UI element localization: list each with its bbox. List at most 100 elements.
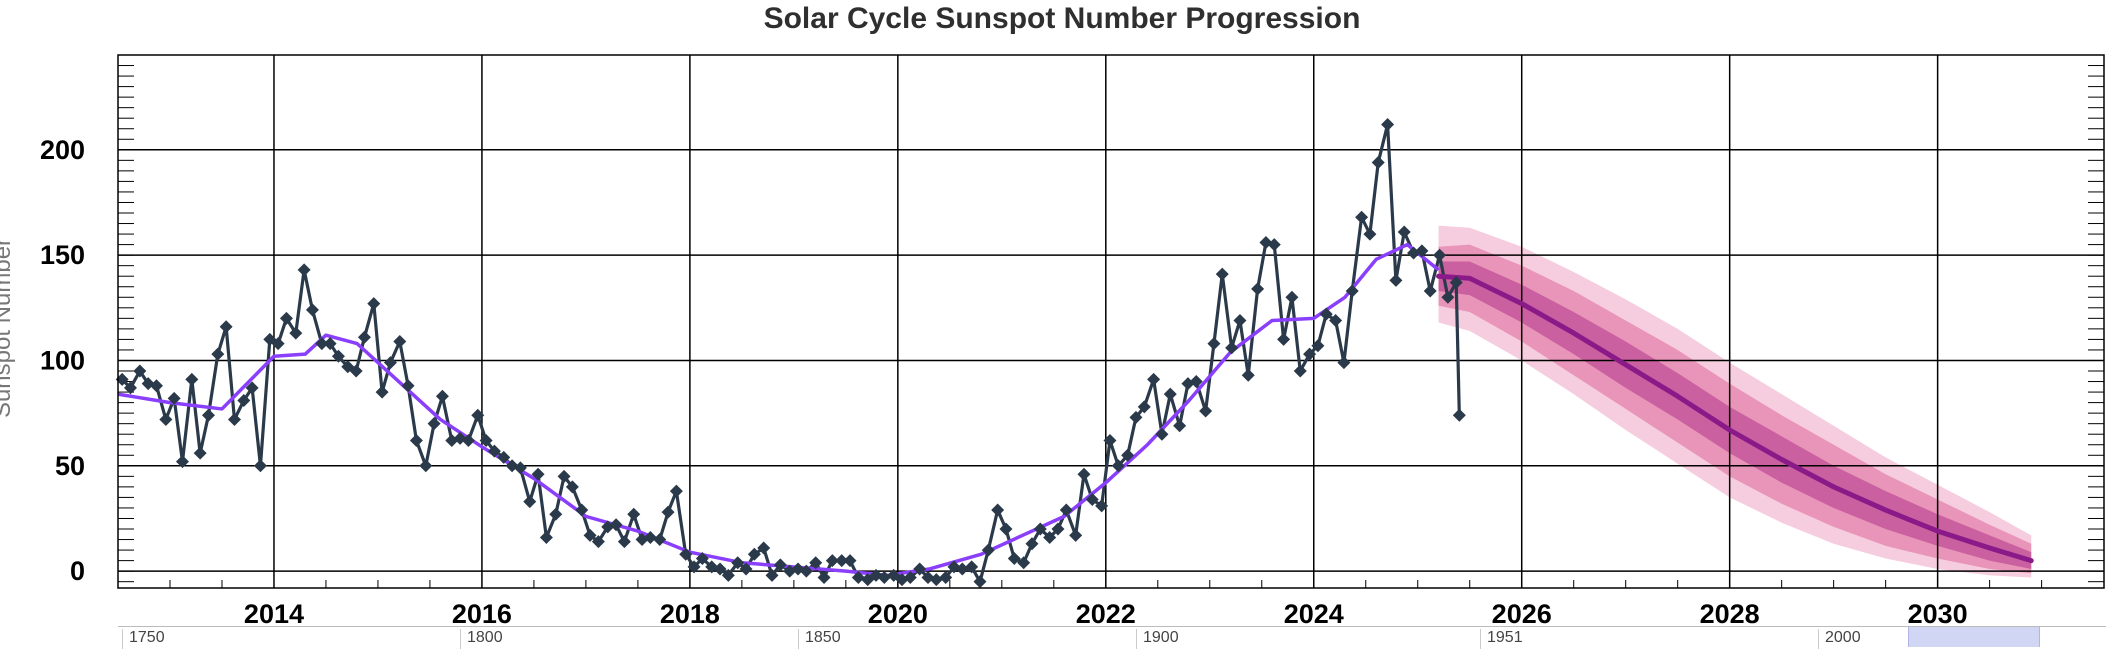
data-point-marker <box>245 381 259 395</box>
data-point-marker <box>211 347 225 361</box>
data-point-marker <box>175 455 189 469</box>
data-point-marker <box>1137 400 1151 414</box>
data-point-marker <box>747 547 761 561</box>
data-point-marker <box>773 558 787 572</box>
data-point-marker <box>1285 290 1299 304</box>
x-tick-label: 2024 <box>1284 599 1344 626</box>
data-point-marker <box>461 434 475 448</box>
data-point-marker <box>1147 372 1161 386</box>
data-point-marker <box>1267 238 1281 252</box>
data-point-marker <box>1337 356 1351 370</box>
data-point-marker <box>497 450 511 464</box>
data-point-marker <box>219 320 233 334</box>
data-point-marker <box>1277 332 1291 346</box>
data-point-marker <box>1355 210 1369 224</box>
data-point-marker <box>185 372 199 386</box>
data-point-marker <box>1225 341 1239 355</box>
data-point-marker <box>237 394 251 408</box>
tick-labels: 2014 2016 2018 2020 2022 2024 2026 2028 2030 0 50 1… <box>40 135 1968 626</box>
data-point-marker <box>609 518 623 532</box>
data-point-marker <box>1363 227 1377 241</box>
data-point-marker <box>1303 347 1317 361</box>
chart-canvas[interactable]: 2014 2016 2018 2020 2022 2024 2026 2028 2030 0 50 1… <box>0 0 2124 626</box>
data-point-marker <box>1215 267 1229 281</box>
data-point-marker <box>1007 552 1021 566</box>
data-point-marker <box>193 446 207 460</box>
data-point-marker <box>591 535 605 549</box>
chart-title: Solar Cycle Sunspot Number Progression <box>763 2 1361 35</box>
data-point-marker <box>1017 556 1031 570</box>
data-points <box>115 118 1466 589</box>
data-point-marker <box>167 391 181 405</box>
data-point-marker <box>1415 244 1429 258</box>
data-point-marker <box>981 543 995 557</box>
y-tick-label: 50 <box>55 451 85 481</box>
data-point-marker <box>913 562 927 576</box>
data-point-marker <box>531 467 545 481</box>
data-point-marker <box>973 575 987 589</box>
data-point-marker <box>1111 459 1125 473</box>
data-point-marker <box>133 364 147 378</box>
data-point-marker <box>383 356 397 370</box>
data-point-marker <box>617 535 631 549</box>
x-tick-label: 2022 <box>1076 599 1136 626</box>
data-point-marker <box>799 564 813 578</box>
data-point-marker <box>565 480 579 494</box>
data-point-marker <box>1452 408 1466 422</box>
data-point-marker <box>471 408 485 422</box>
data-point-marker <box>1095 499 1109 513</box>
navigator-label: 1900 <box>1136 629 1179 649</box>
data-point-marker <box>1069 528 1083 542</box>
data-point-marker <box>661 505 675 519</box>
data-point-marker <box>201 408 215 422</box>
data-point-marker <box>809 556 823 570</box>
data-point-marker <box>687 560 701 574</box>
data-point-marker <box>999 522 1013 536</box>
data-point-marker <box>1103 434 1117 448</box>
data-point-marker <box>739 562 753 576</box>
data-point-marker <box>513 461 527 475</box>
data-point-marker <box>409 434 423 448</box>
data-point-marker <box>721 568 735 582</box>
navigator-selection-window[interactable] <box>1908 627 2040 647</box>
data-point-marker <box>679 547 693 561</box>
data-point-marker <box>1293 364 1307 378</box>
y-tick-label: 0 <box>70 556 85 586</box>
data-point-marker <box>315 337 329 351</box>
data-point-marker <box>393 335 407 349</box>
data-point-marker <box>549 507 563 521</box>
data-point-marker <box>1155 427 1169 441</box>
grid-lines <box>118 55 2104 588</box>
x-tick-label: 2018 <box>660 599 720 626</box>
data-point-marker <box>227 412 241 426</box>
data-point-marker <box>757 541 771 555</box>
navigator-label: 1750 <box>122 629 165 649</box>
range-navigator[interactable]: 1750 1800 1850 1900 1951 2000 <box>118 626 2106 649</box>
data-point-marker <box>1199 404 1213 418</box>
data-point-marker <box>159 412 173 426</box>
data-point-marker <box>835 554 849 568</box>
data-point-marker <box>713 562 727 576</box>
data-point-marker <box>523 495 537 509</box>
data-point-marker <box>877 570 891 584</box>
data-point-marker <box>1251 282 1265 296</box>
data-point-marker <box>955 562 969 576</box>
data-point-marker <box>695 552 709 566</box>
data-point-marker <box>903 570 917 584</box>
data-point-marker <box>1345 284 1359 298</box>
data-point-marker <box>279 311 293 325</box>
data-point-marker <box>731 556 745 570</box>
data-point-marker <box>1059 503 1073 517</box>
data-point-marker <box>487 444 501 458</box>
data-point-marker <box>765 568 779 582</box>
data-point-marker <box>1163 387 1177 401</box>
data-point-marker <box>643 530 657 544</box>
data-point-marker <box>825 554 839 568</box>
data-point-marker <box>539 530 553 544</box>
data-point-marker <box>289 326 303 340</box>
data-point-marker <box>357 330 371 344</box>
navigator-label: 2000 <box>1818 629 1861 649</box>
data-point-marker <box>1319 307 1333 321</box>
predicted-series-line <box>1436 273 2034 564</box>
data-point-marker <box>817 570 831 584</box>
